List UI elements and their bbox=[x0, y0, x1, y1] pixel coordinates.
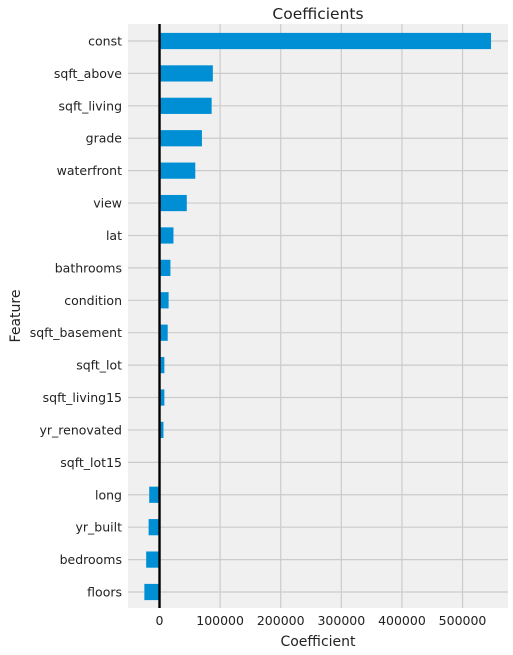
y-tick-label: yr_built bbox=[76, 520, 123, 535]
bar-const bbox=[159, 32, 492, 50]
bar-condition bbox=[159, 292, 169, 309]
bar-sqft-living15 bbox=[159, 389, 165, 406]
y-tick-label: sqft_basement bbox=[30, 325, 122, 340]
chart-title: Coefficients bbox=[272, 5, 363, 23]
x-tick-label: 300000 bbox=[317, 613, 365, 628]
bar-view bbox=[159, 194, 187, 212]
y-tick-label: view bbox=[93, 196, 122, 211]
bar-sqft-lot bbox=[159, 357, 165, 374]
y-tick-label: sqft_lot15 bbox=[60, 455, 122, 470]
x-tick-label: 500000 bbox=[439, 613, 487, 628]
bar-sqft-basement bbox=[159, 324, 168, 341]
y-tick-label: grade bbox=[86, 131, 123, 146]
bar-floors bbox=[144, 583, 160, 601]
bar-lat bbox=[159, 227, 174, 244]
bars bbox=[144, 32, 492, 601]
x-tick-labels: 0 100000 200000 300000 400000 500000 bbox=[156, 613, 487, 628]
y-tick-label: yr_renovated bbox=[40, 422, 123, 437]
y-tick-label: lat bbox=[106, 228, 122, 243]
y-tick-label: const bbox=[88, 34, 122, 49]
x-tick-label: 0 bbox=[156, 613, 164, 628]
bar-yr-renovated bbox=[159, 421, 164, 439]
bar-sqft-living bbox=[159, 97, 212, 114]
y-tick-label: floors bbox=[87, 585, 122, 600]
bar-grade bbox=[159, 130, 202, 147]
y-tick-label: bathrooms bbox=[55, 260, 122, 275]
bar-yr-built bbox=[148, 519, 160, 536]
x-tick-label: 100000 bbox=[196, 613, 244, 628]
y-tick-label: condition bbox=[64, 293, 122, 308]
x-axis-label: Coefficient bbox=[280, 634, 356, 650]
x-tick-label: 400000 bbox=[378, 613, 426, 628]
plot-background bbox=[128, 24, 508, 608]
bar-waterfront bbox=[159, 162, 196, 179]
y-tick-label: sqft_living bbox=[59, 98, 122, 113]
y-tick-label: sqft_lot bbox=[76, 358, 122, 373]
bar-sqft-above bbox=[159, 65, 213, 82]
y-tick-label: waterfront bbox=[57, 163, 122, 178]
bar-bedrooms bbox=[146, 551, 160, 568]
y-tick-label: bedrooms bbox=[60, 552, 122, 567]
y-tick-label: long bbox=[95, 487, 122, 502]
y-tick-label: sqft_above bbox=[54, 66, 122, 81]
bar-long bbox=[149, 486, 160, 503]
bar-bathrooms bbox=[159, 259, 171, 276]
y-axis-label: Feature bbox=[8, 290, 24, 343]
x-tick-label: 200000 bbox=[257, 613, 305, 628]
y-tick-label: sqft_living15 bbox=[43, 390, 122, 405]
